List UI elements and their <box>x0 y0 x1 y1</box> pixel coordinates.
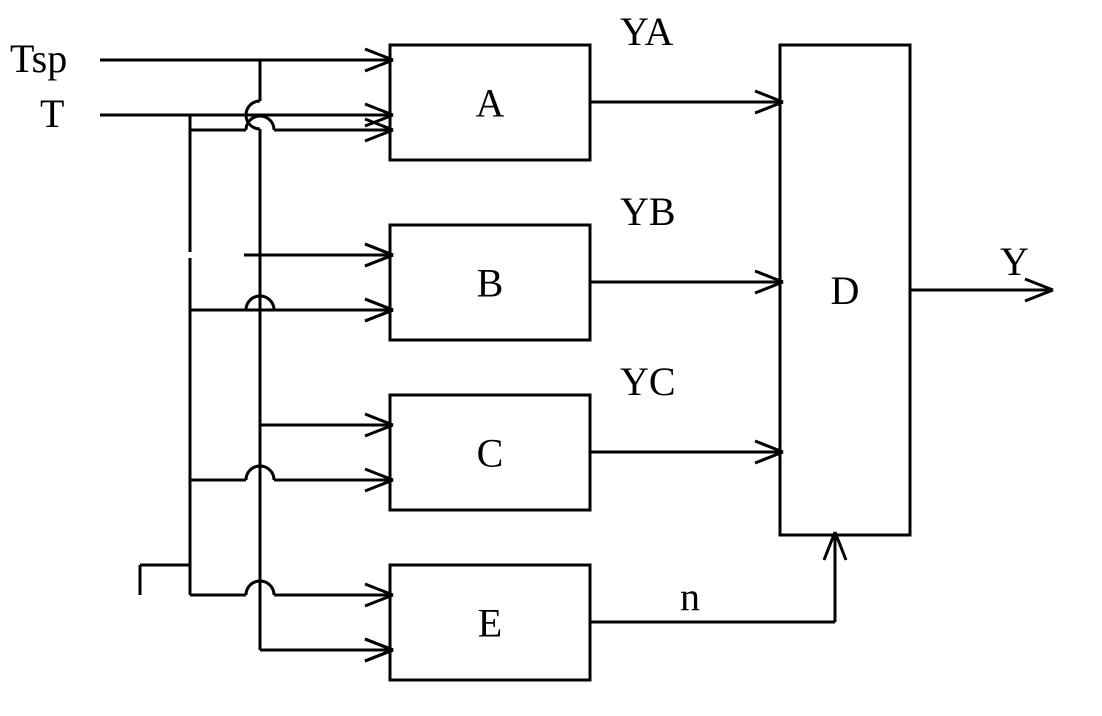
out-Y-label: Y <box>1000 239 1029 284</box>
out-YB-label: YB <box>620 189 676 234</box>
block-A-label: A <box>476 81 505 126</box>
out-YC-label: YC <box>620 359 676 404</box>
block-C-label: C <box>477 431 504 476</box>
block-D-label: D <box>831 268 860 313</box>
out-n-label: n <box>680 574 700 619</box>
input-tsp-label: Tsp <box>10 36 67 81</box>
mask <box>188 252 244 258</box>
input-t-label: T <box>40 91 64 136</box>
block-B-label: B <box>477 261 504 306</box>
out-YA-label: YA <box>620 9 673 54</box>
block-E-label: E <box>478 601 502 646</box>
